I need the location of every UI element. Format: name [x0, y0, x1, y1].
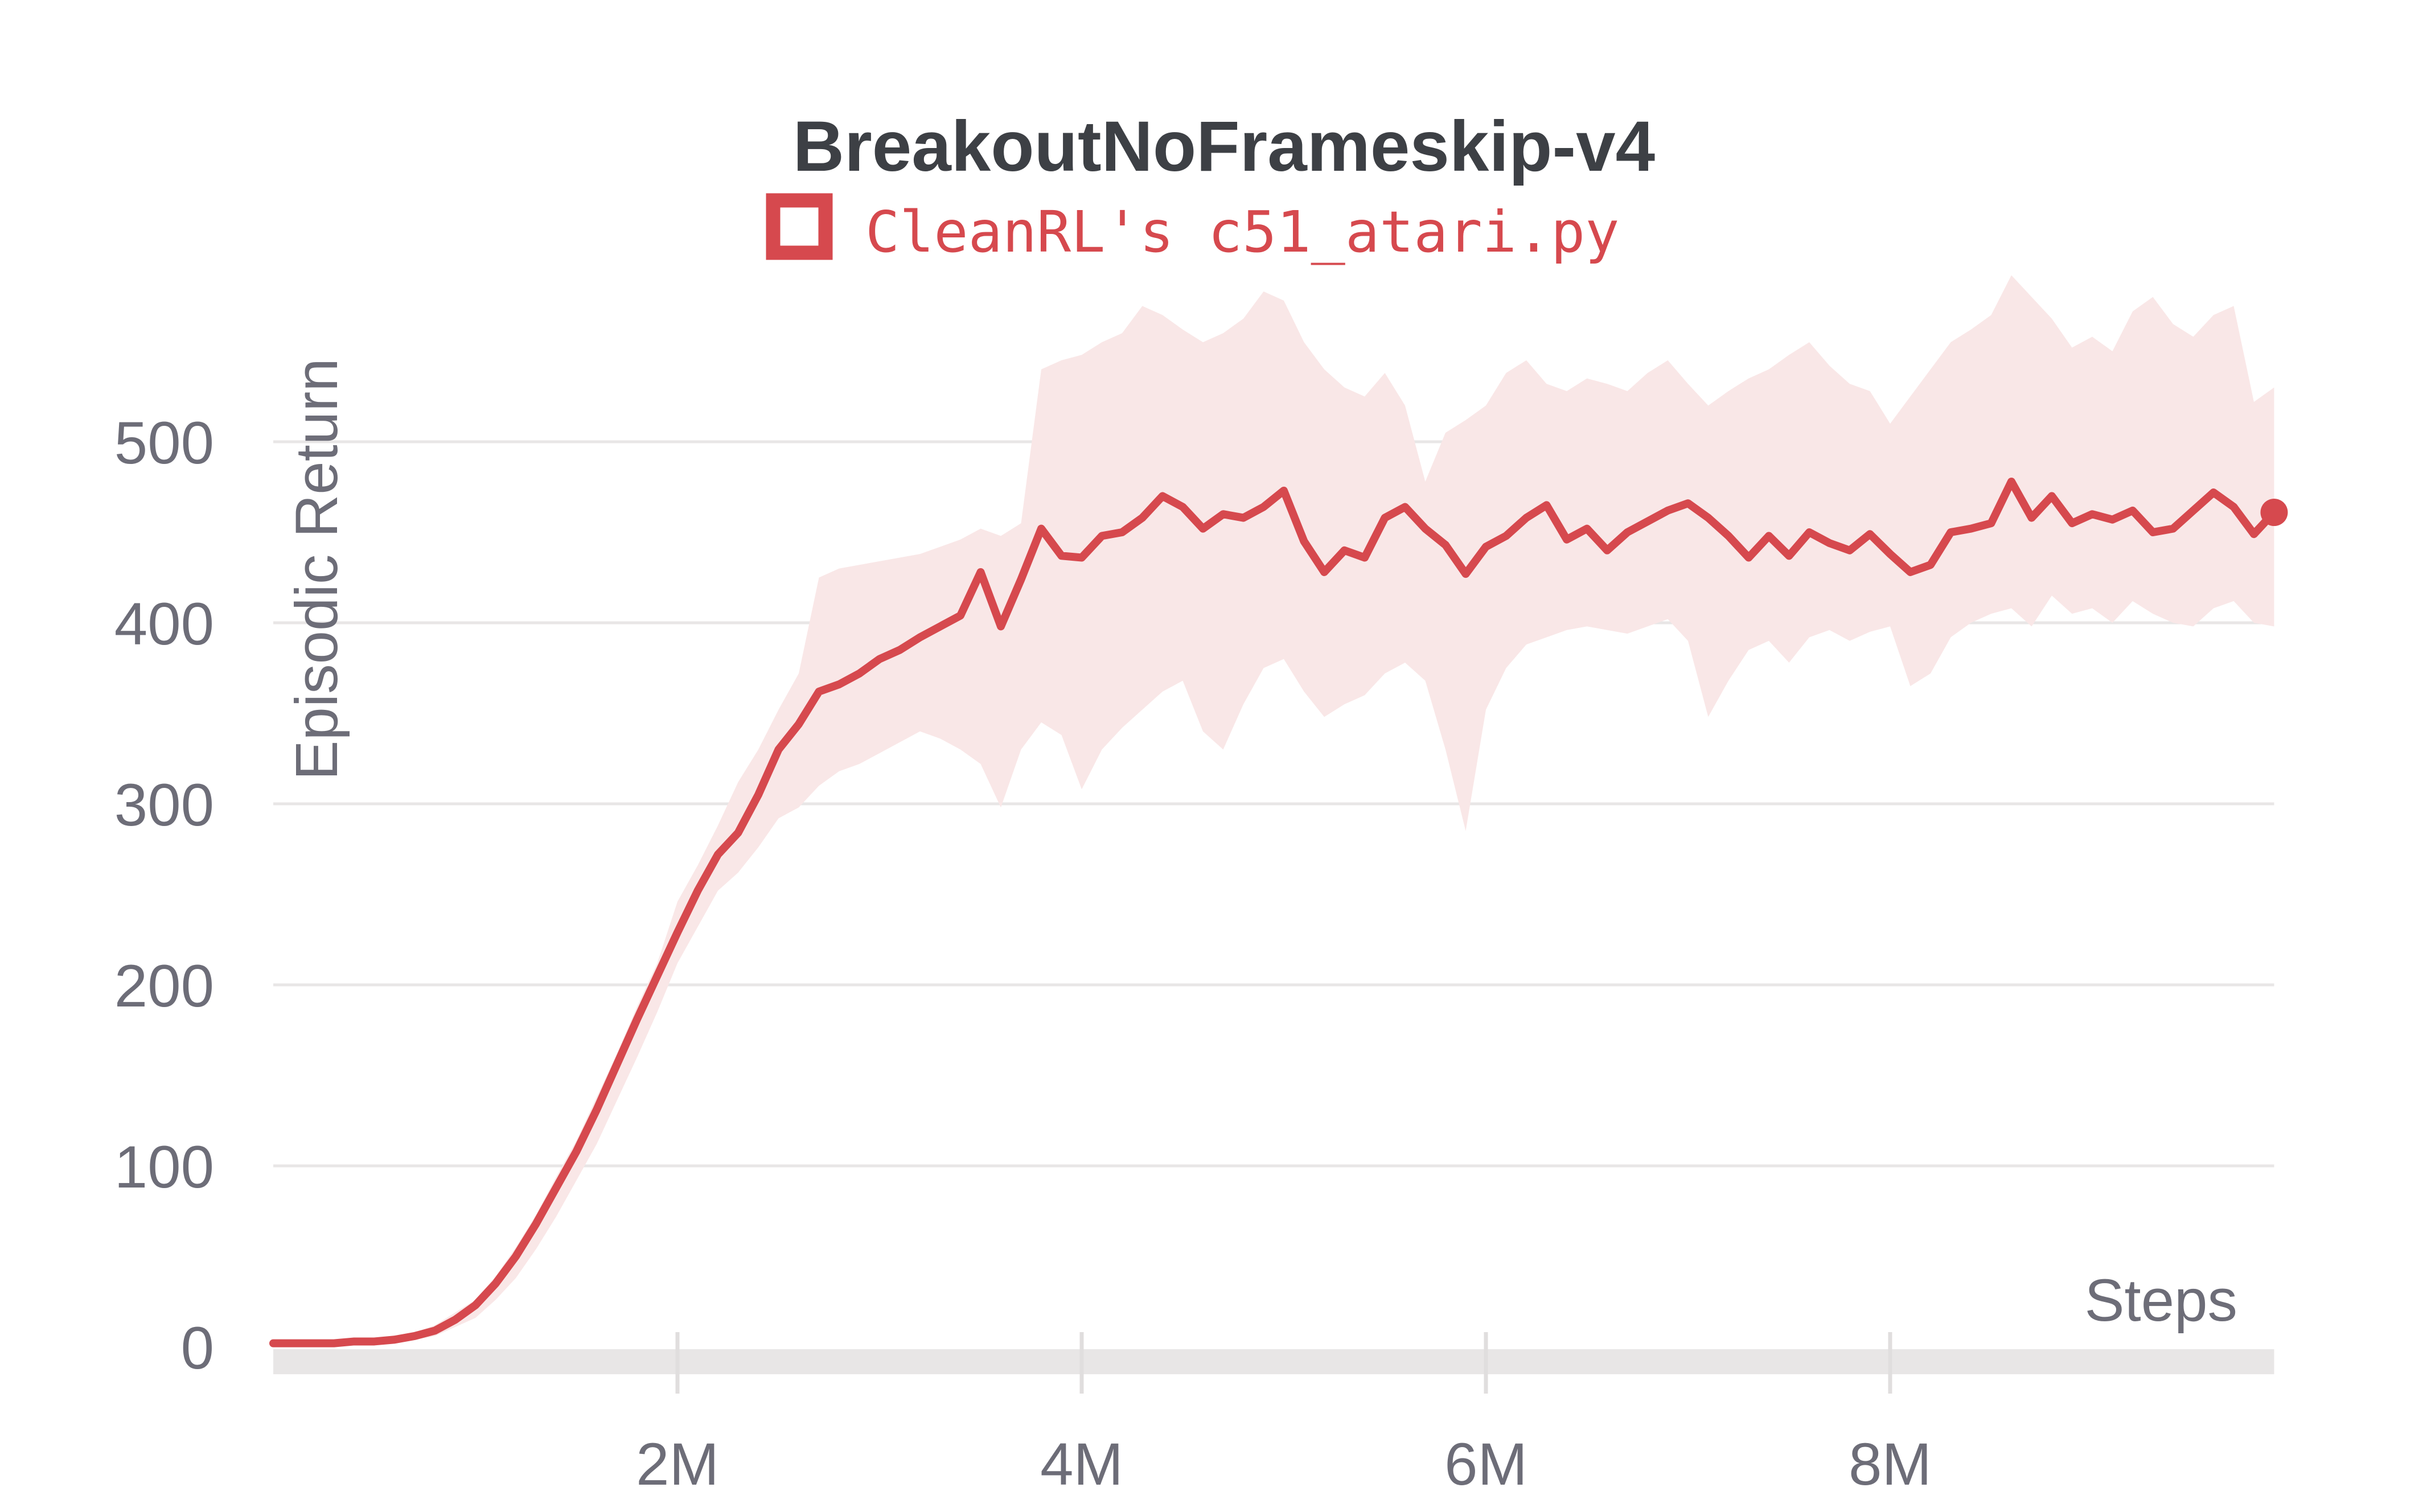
y-tick-label-300: 300 — [114, 772, 214, 839]
y-tick-labels: 0 100 200 300 400 500 — [114, 410, 214, 1382]
legend-label: CleanRL's c51_atari.py — [865, 199, 1620, 265]
legend: CleanRL's c51_atari.py — [766, 193, 1620, 265]
x-tick-label-2M: 2M — [636, 1431, 719, 1498]
x-tick-labels: 2M 4M 6M 8M — [636, 1431, 1932, 1498]
x-axis-label: Steps — [2085, 1267, 2238, 1334]
y-tick-label-100: 100 — [114, 1134, 214, 1201]
confidence-band — [273, 275, 2274, 1345]
chart-title: BreakoutNoFrameskip-v4 — [793, 107, 1655, 186]
x-tick-label-4M: 4M — [1040, 1431, 1123, 1498]
end-point-marker — [2260, 499, 2288, 527]
x-tick-label-6M: 6M — [1444, 1431, 1527, 1498]
series-line — [269, 477, 2278, 1347]
y-tick-label-200: 200 — [114, 953, 214, 1020]
legend-marker-icon — [766, 193, 833, 260]
confidence-band-area — [273, 275, 2274, 1345]
y-axis-label: Episodic Return — [284, 358, 350, 780]
x-axis-ticks — [675, 1332, 1892, 1394]
y-tick-label-0: 0 — [181, 1315, 214, 1382]
mean-line — [269, 477, 2278, 1347]
x-tick-label-8M: 8M — [1849, 1431, 1932, 1498]
y-tick-label-400: 400 — [114, 591, 214, 658]
final-value-dot — [2260, 499, 2288, 527]
y-tick-label-500: 500 — [114, 410, 214, 476]
